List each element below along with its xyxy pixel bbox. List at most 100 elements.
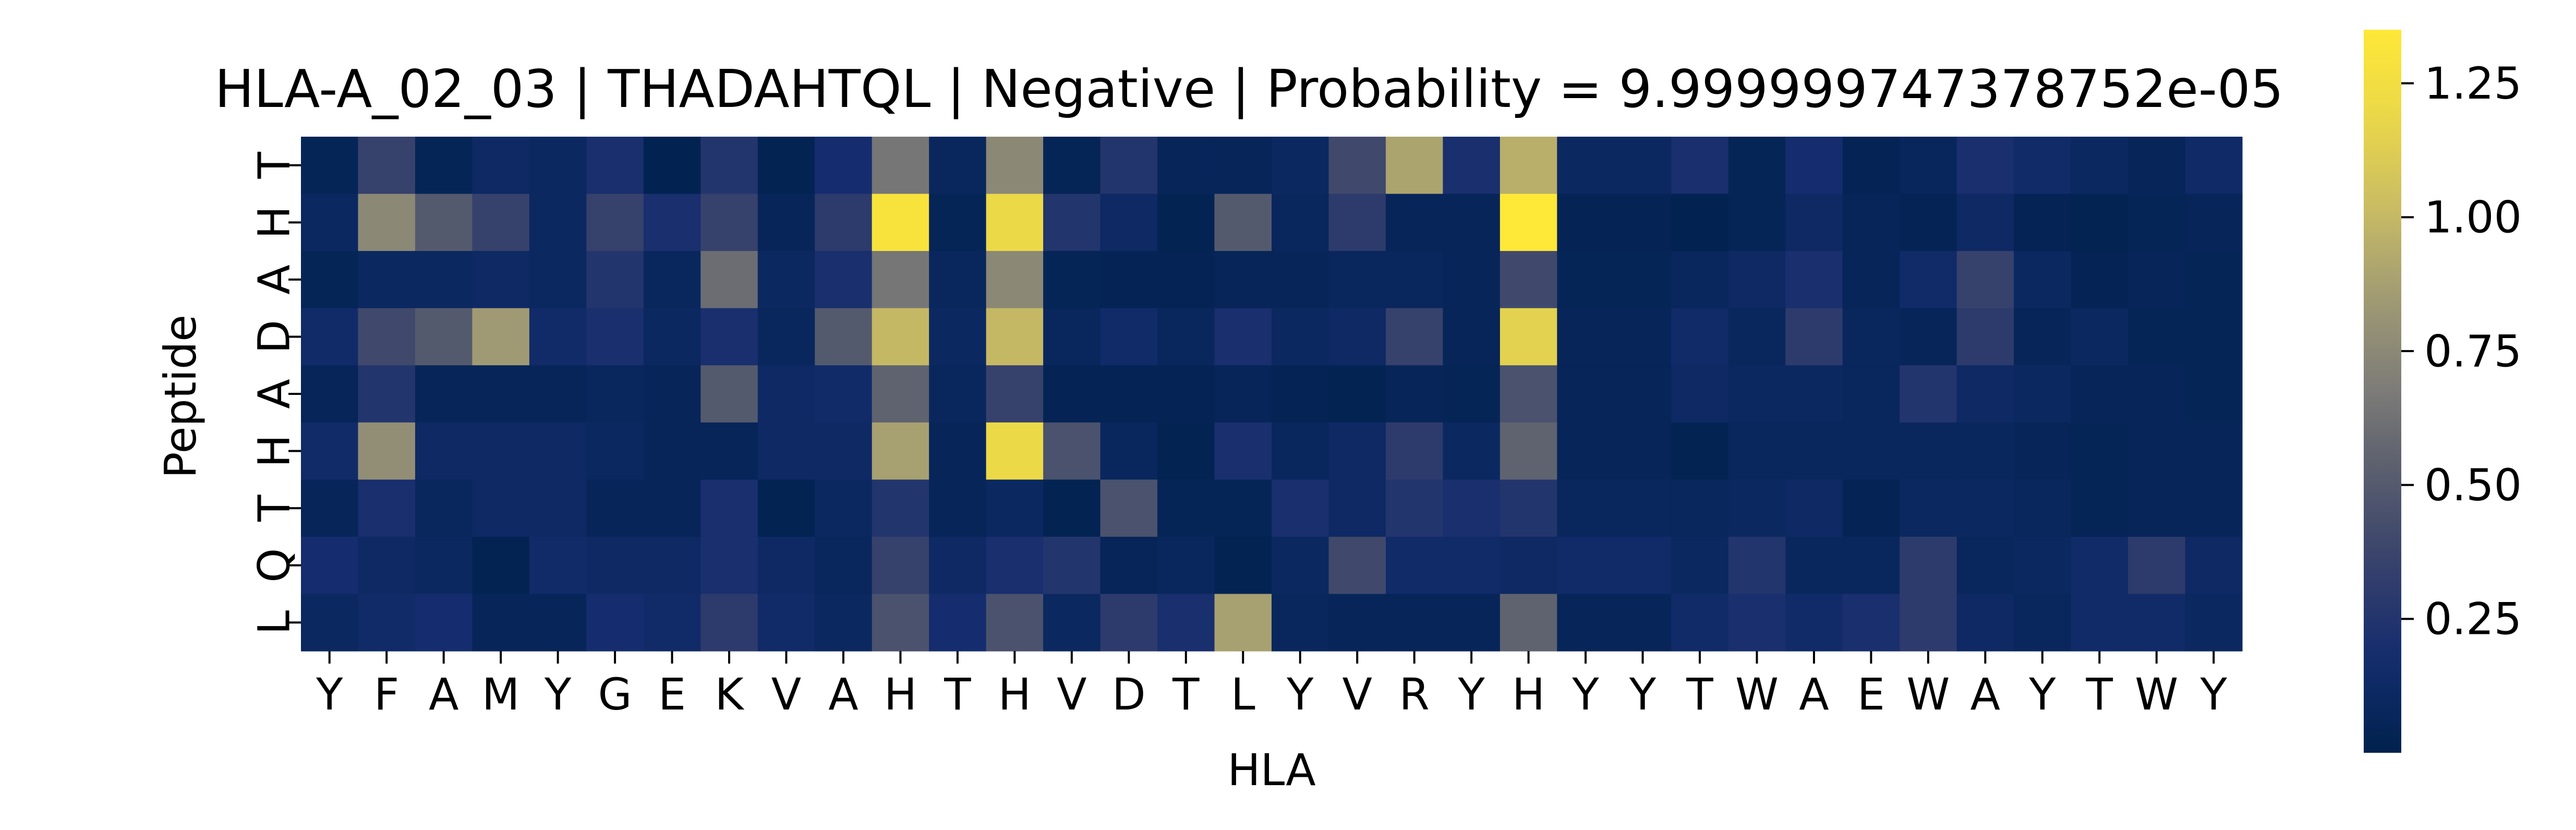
heatmap-cell [1214,594,1272,652]
x-tick-label: F [374,669,399,720]
heatmap-cell [1443,479,1501,537]
heatmap-cell [472,365,530,423]
heatmap-cell [1785,308,1843,366]
y-tick-label: H [248,206,299,239]
heatmap-cell [586,308,644,366]
heatmap-cell [2014,308,2072,366]
heatmap-cell [472,194,530,251]
heatmap-cell [815,365,873,423]
heatmap-cell [1956,536,2014,595]
heatmap-cell [815,422,873,480]
heatmap-cell [1385,308,1444,366]
colorbar-tick-label: 1.00 [2424,192,2522,243]
heatmap-cell [1671,422,1729,480]
heatmap-cell [301,479,359,537]
heatmap-cell [643,251,701,309]
x-tick-label: A [429,669,458,720]
heatmap-cell [1956,137,2014,195]
heatmap-cell [1272,422,1329,480]
heatmap-cell [1499,365,1557,423]
heatmap-cell [1557,308,1615,366]
x-tick-label: G [598,669,632,720]
heatmap-cell [1214,536,1272,595]
heatmap-cell [1785,194,1843,251]
heatmap-cell [757,137,815,195]
x-tick-label: V [1342,669,1372,720]
heatmap-cell [2128,422,2186,480]
heatmap-cell [1900,137,1957,195]
heatmap-cell [1328,536,1386,595]
heatmap-cell [757,479,815,537]
heatmap-cell [1956,308,2014,366]
heatmap-cell [700,137,758,195]
heatmap-cell [986,536,1044,595]
heatmap-cell [1671,536,1729,595]
heatmap-cell [301,194,359,251]
heatmap-cell [529,194,587,251]
heatmap-cell [2128,479,2186,537]
heatmap-cell [1614,251,1672,309]
heatmap-cell [1900,536,1957,595]
x-tick-label: T [1172,669,1200,720]
heatmap-cell [2128,137,2186,195]
heatmap-cell [472,308,530,366]
heatmap-cell [1272,251,1329,309]
heatmap-cell [2071,536,2128,595]
heatmap-cell [1728,479,1786,537]
heatmap-cell [301,365,359,423]
heatmap-cell [700,479,758,537]
heatmap-cell [415,194,473,251]
heatmap-cell [529,137,587,195]
heatmap-cell [1614,308,1672,366]
x-tick-label: V [1057,669,1086,720]
heatmap-cell [1614,365,1672,423]
heatmap-cell [700,194,758,251]
heatmap-cell [1100,308,1158,366]
heatmap-cell [929,594,987,652]
heatmap-cell [700,422,758,480]
heatmap-cell [2185,536,2243,595]
heatmap-cell [643,137,701,195]
y-tick-label: A [248,264,299,294]
heatmap-cell [1385,536,1444,595]
heatmap-cell [1043,137,1101,195]
heatmap-cell [872,536,929,595]
heatmap-cell [415,422,473,480]
heatmap-cell [2185,137,2243,195]
heatmap-cell [1842,479,1900,537]
heatmap-cell [986,479,1044,537]
heatmap-cell [1214,479,1272,537]
heatmap-cell [1100,365,1158,423]
heatmap-cell [1043,308,1101,366]
x-tick-label: V [771,669,801,720]
heatmap-cell [1499,251,1557,309]
heatmap-cell [1671,594,1729,652]
heatmap-cell [2185,365,2243,423]
heatmap-cell [1443,137,1501,195]
heatmap-cell [700,365,758,423]
heatmap-cell [472,594,530,652]
heatmap-cell [1900,308,1957,366]
x-tick-label: W [2135,669,2178,720]
heatmap-cell [1272,479,1329,537]
heatmap-cell [1499,137,1557,195]
heatmap-cell [929,422,987,480]
heatmap-cell [1900,194,1957,251]
heatmap-cell [2071,365,2128,423]
heatmap-cell [1214,422,1272,480]
y-tick-label: A [248,379,299,408]
heatmap-cell [929,251,987,309]
x-tick-label: T [1686,669,1713,720]
heatmap-cell [757,594,815,652]
heatmap-cell [872,137,929,195]
heatmap-cell [1214,251,1272,309]
heatmap-cell [1557,422,1615,480]
heatmap-cell [586,536,644,595]
heatmap-cell [757,422,815,480]
heatmap-cell [1385,594,1444,652]
heatmap-cell [757,536,815,595]
heatmap-cell [1785,536,1843,595]
heatmap-cell [1557,251,1615,309]
